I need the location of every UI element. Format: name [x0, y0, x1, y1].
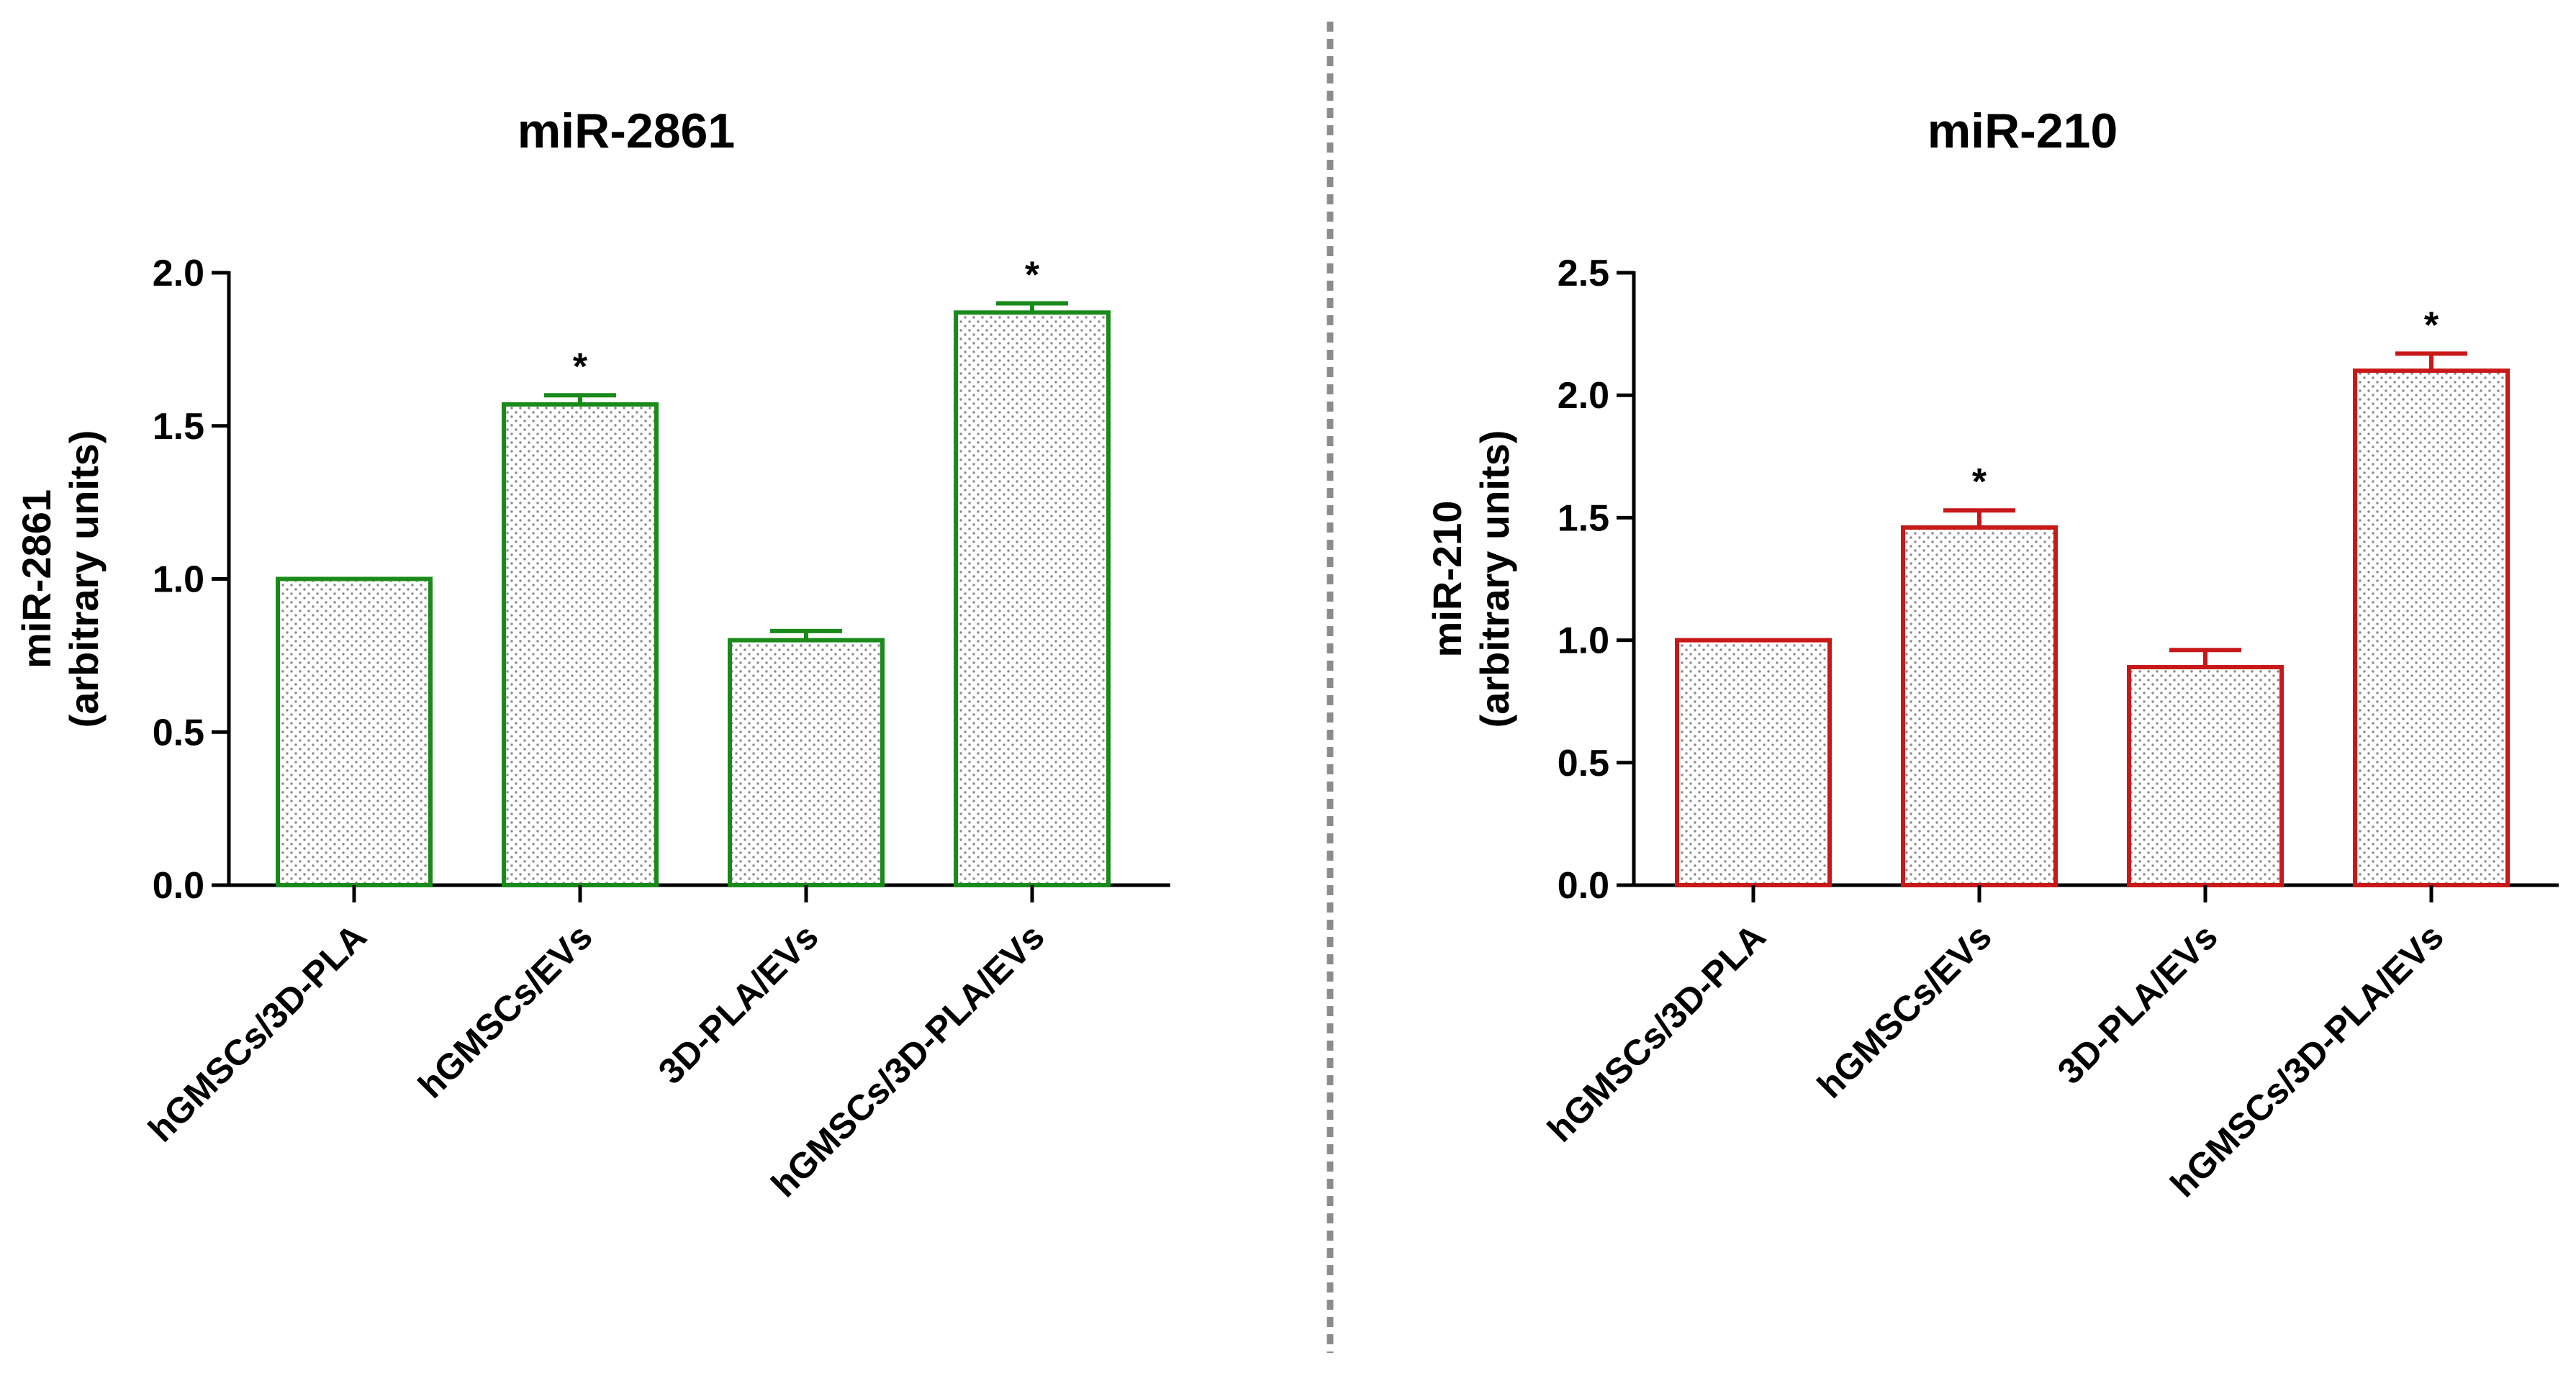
y-axis-label: miR-210(arbitrary units): [1424, 430, 1517, 728]
chart-title: miR-210: [1928, 104, 2118, 158]
chart-title: miR-2861: [518, 104, 735, 158]
significance-marker: *: [1025, 255, 1040, 296]
y-axis-label: miR-2861(arbitrary units): [14, 430, 107, 728]
bar: [1901, 525, 2058, 887]
x-tick-label: 3D-PLA/EVs: [651, 916, 826, 1092]
significance-marker: *: [2424, 304, 2439, 346]
y-axis-label-line-1: miR-2861: [14, 489, 59, 669]
y-tick-label: 0.0: [1558, 865, 1609, 907]
x-tick-label: 3D-PLA/EVs: [2050, 916, 2225, 1092]
y-axis-label-line-1: miR-210: [1424, 501, 1470, 658]
y-tick-label: 2.0: [1558, 375, 1609, 417]
y-tick-label: 2.0: [153, 253, 204, 294]
bar: [954, 310, 1111, 887]
significance-marker: *: [1972, 461, 1987, 503]
y-axis-label-line-2: (arbitrary units): [1472, 430, 1517, 728]
bar: [276, 576, 433, 887]
y-tick-label: 1.5: [153, 406, 204, 448]
x-tick-label: hGMSCs/EVs: [1809, 916, 1999, 1106]
bar: [2353, 368, 2510, 887]
y-tick-label: 0.5: [153, 712, 204, 753]
bar: [502, 402, 659, 887]
y-tick-label: 0.5: [1558, 743, 1609, 784]
y-tick-label: 1.5: [1558, 497, 1609, 539]
bar: [2127, 665, 2284, 887]
x-tick-label: hGMSCs/EVs: [410, 916, 600, 1106]
x-tick-label: hGMSCs/3D-PLA: [140, 916, 374, 1149]
significance-marker: *: [573, 346, 588, 388]
y-tick-label: 1.0: [1558, 620, 1609, 662]
y-tick-label: 1.0: [153, 559, 204, 601]
y-axis-label-line-2: (arbitrary units): [61, 430, 107, 728]
x-tick-label: hGMSCs/3D-PLA: [1540, 916, 1773, 1149]
bar: [1675, 638, 1832, 887]
bar: [728, 638, 885, 887]
y-tick-label: 2.5: [1558, 253, 1609, 294]
y-tick-label: 0.0: [153, 865, 204, 907]
